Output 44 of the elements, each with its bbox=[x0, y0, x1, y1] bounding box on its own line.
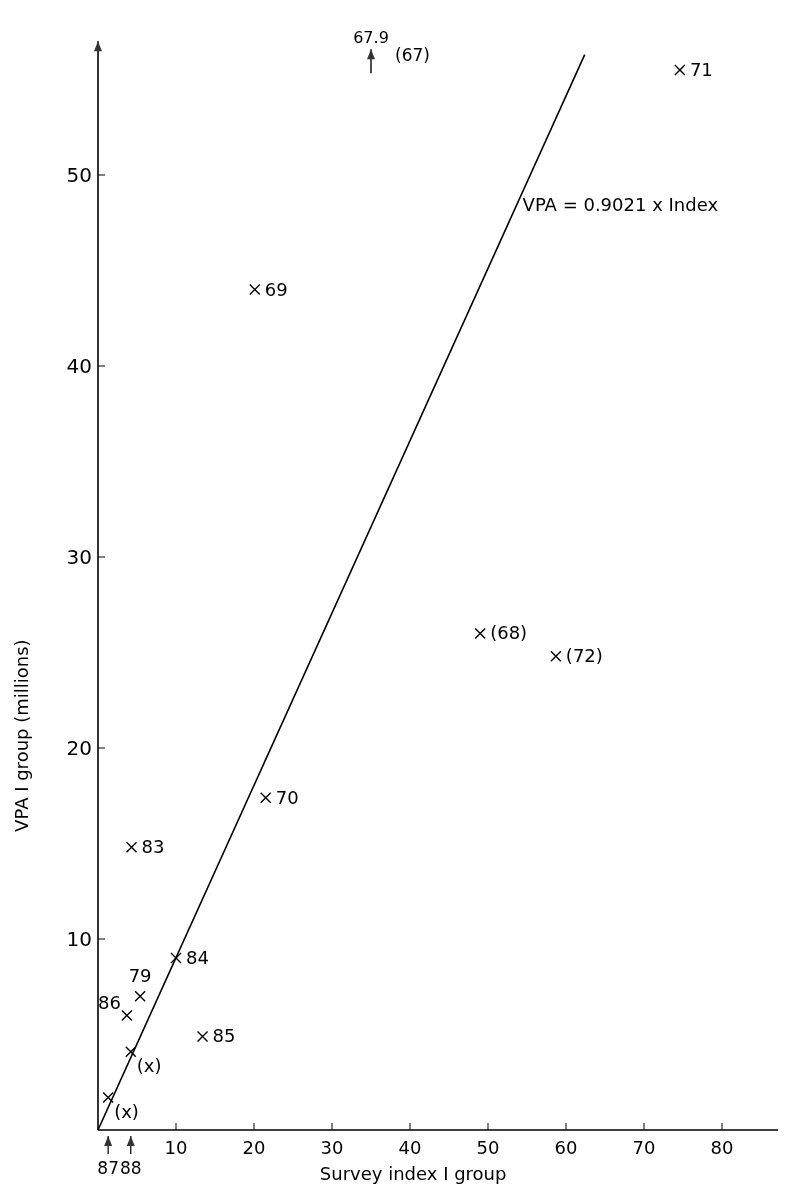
point bbox=[170, 952, 182, 964]
series-label: 83 bbox=[141, 836, 165, 858]
point bbox=[121, 1009, 133, 1022]
point bbox=[674, 64, 686, 76]
x-tick-label: 50 bbox=[476, 1137, 500, 1158]
annotation: (67) bbox=[395, 45, 430, 66]
point bbox=[196, 1030, 209, 1043]
point bbox=[249, 283, 261, 296]
series-label: 70 bbox=[275, 786, 299, 808]
series-label: (x) bbox=[136, 1054, 162, 1076]
point bbox=[474, 627, 486, 640]
x-tick-label: 60 bbox=[554, 1137, 578, 1158]
annotation: 67.9 bbox=[353, 28, 389, 48]
x-tick-label: 70 bbox=[632, 1137, 656, 1158]
y-axis-title: VPA I group (millions) bbox=[11, 639, 32, 832]
y-tick-label: 30 bbox=[66, 545, 92, 569]
series-label: VPA = 0.9021 x Index bbox=[522, 194, 719, 216]
x-tick-label: 40 bbox=[398, 1137, 422, 1158]
x-tick-label: 10 bbox=[164, 1137, 188, 1158]
series-label: 85 bbox=[212, 1025, 236, 1047]
series-label: 71 bbox=[689, 58, 713, 80]
point bbox=[134, 990, 146, 1002]
series-label: (x) bbox=[114, 1100, 139, 1122]
series-label: 79 bbox=[128, 965, 152, 987]
x-tick-label: 80 bbox=[710, 1137, 734, 1158]
y-tick-label: 10 bbox=[66, 927, 92, 951]
point bbox=[102, 1091, 114, 1104]
x-tick-label: 20 bbox=[242, 1137, 266, 1158]
point bbox=[125, 1045, 137, 1058]
y-tick-label: 50 bbox=[66, 163, 92, 187]
series-label: 84 bbox=[186, 947, 209, 969]
point bbox=[550, 650, 562, 663]
series-label: (68) bbox=[490, 622, 528, 644]
y-tick-label: 40 bbox=[66, 354, 92, 378]
y-tick-label: 20 bbox=[66, 736, 92, 760]
point bbox=[125, 841, 138, 854]
x-axis-title: Survey index I group bbox=[319, 1163, 507, 1184]
series-label: 86 bbox=[97, 992, 121, 1014]
text: 87 bbox=[97, 1158, 119, 1178]
series-label: 69 bbox=[264, 278, 288, 300]
x-tick-label: 30 bbox=[320, 1137, 344, 1158]
point bbox=[260, 791, 272, 804]
text: 88 bbox=[119, 1158, 142, 1178]
series-label: (72) bbox=[565, 645, 603, 667]
